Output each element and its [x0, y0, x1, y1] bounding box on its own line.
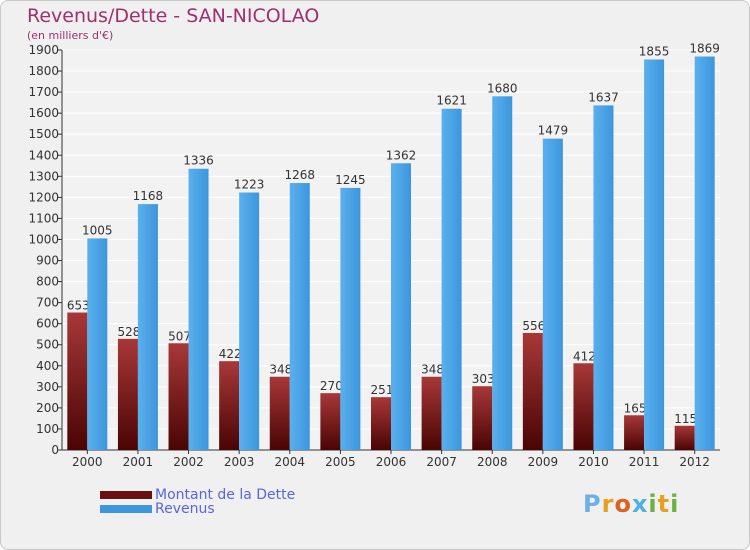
legend-label-debt: Montant de la Dette	[155, 487, 296, 503]
x-tick-label: 2010	[578, 455, 609, 469]
y-tick-label: 1900	[28, 43, 59, 57]
bar-debt	[624, 415, 645, 450]
bar-revenue	[289, 183, 310, 451]
x-tick-label: 2005	[325, 455, 356, 469]
data-label-revenue: 1223	[234, 178, 265, 192]
data-label-revenue: 1336	[183, 154, 214, 168]
data-label-revenue: 1479	[538, 124, 569, 138]
bar-debt	[674, 425, 695, 450]
bar-debt	[269, 376, 290, 450]
bar-revenue	[593, 105, 614, 451]
proxiti-logo: Proxiti	[583, 490, 680, 518]
bar-revenue	[87, 238, 108, 450]
y-tick-label: 100	[36, 422, 59, 436]
bar-revenue	[542, 138, 563, 450]
y-tick-label: 1000	[28, 232, 59, 246]
bar-debt	[522, 332, 543, 450]
y-tick-label: 1100	[28, 211, 59, 225]
data-label-revenue: 1869	[689, 42, 720, 56]
y-tick-label: 700	[36, 296, 59, 310]
bar-debt	[219, 361, 240, 450]
bar-debt	[117, 338, 138, 450]
bar-debt	[67, 312, 88, 450]
y-tick-label: 1400	[28, 148, 59, 162]
bar-debt	[168, 343, 189, 450]
data-label-revenue: 1621	[436, 94, 467, 108]
x-tick-label: 2002	[173, 455, 204, 469]
data-label-debt: 270	[320, 379, 343, 393]
y-tick-label: 300	[36, 380, 59, 394]
x-tick-label: 2001	[123, 455, 154, 469]
bar-revenue	[391, 163, 411, 450]
bar-revenue	[492, 96, 513, 450]
data-label-debt: 348	[269, 363, 292, 377]
bar-debt	[371, 397, 391, 450]
x-tick-label: 2009	[528, 455, 559, 469]
bar-revenue	[340, 187, 361, 451]
data-label-revenue: 1005	[82, 223, 113, 237]
data-label-revenue: 1268	[284, 168, 315, 182]
bar-revenue	[441, 108, 462, 450]
y-tick-label: 900	[36, 254, 59, 268]
bar-revenue	[644, 59, 665, 450]
x-tick-label: 2003	[224, 455, 255, 469]
legend-swatch-revenue	[100, 505, 152, 513]
data-label-debt: 348	[421, 363, 444, 377]
y-tick-label: 500	[36, 338, 59, 352]
data-label-debt: 507	[168, 329, 191, 343]
x-tick-label: 2007	[426, 455, 457, 469]
bar-revenue	[188, 168, 209, 450]
y-tick-label: 1500	[28, 127, 59, 141]
y-tick-label: 1200	[28, 190, 59, 204]
data-label-revenue: 1168	[133, 189, 164, 203]
chart-title: Revenus/Dette - SAN-NICOLAO	[27, 5, 320, 27]
data-label-debt: 422	[219, 347, 242, 361]
y-tick-label: 200	[36, 401, 59, 415]
data-label-debt: 653	[67, 299, 90, 313]
y-tick-label: 0	[51, 443, 59, 457]
y-tick-label: 1300	[28, 169, 59, 183]
bar-debt	[320, 393, 341, 450]
y-tick-label: 800	[36, 275, 59, 289]
data-label-debt: 115	[674, 412, 697, 426]
data-label-debt: 303	[472, 372, 495, 386]
bar-debt	[472, 386, 493, 450]
y-tick-label: 1800	[28, 64, 59, 78]
legend-item-debt: Montant de la Dette	[100, 487, 295, 503]
x-tick-label: 2008	[477, 455, 508, 469]
data-label-revenue: 1362	[386, 148, 417, 162]
data-label-debt: 165	[624, 401, 647, 415]
legend-label-revenue: Revenus	[155, 501, 215, 517]
y-tick-label: 400	[36, 359, 59, 373]
x-tick-label: 2000	[72, 455, 103, 469]
x-tick-label: 2004	[274, 455, 305, 469]
y-tick-label: 600	[36, 317, 59, 331]
y-tick-label: 1600	[28, 106, 59, 120]
data-label-revenue: 1855	[639, 44, 670, 58]
data-label-revenue: 1245	[335, 173, 366, 187]
legend-swatch-debt	[100, 491, 152, 499]
data-label-debt: 412	[573, 349, 596, 363]
bar-revenue	[239, 192, 260, 451]
x-tick-label: 2006	[376, 455, 407, 469]
bar-debt	[421, 376, 442, 450]
data-label-revenue: 1680	[487, 81, 518, 95]
bar-revenue	[694, 56, 715, 451]
bar-revenue	[137, 204, 158, 450]
data-label-debt: 251	[371, 383, 394, 397]
legend-item-revenue: Revenus	[100, 501, 215, 517]
y-tick-label: 1700	[28, 85, 59, 99]
x-tick-label: 2011	[629, 455, 660, 469]
chart-subtitle: (en milliers d'€)	[27, 29, 114, 42]
bar-debt	[573, 363, 594, 450]
x-tick-label: 2012	[679, 455, 710, 469]
data-label-debt: 556	[522, 319, 545, 333]
data-label-revenue: 1637	[588, 90, 619, 104]
data-label-debt: 528	[117, 325, 140, 339]
